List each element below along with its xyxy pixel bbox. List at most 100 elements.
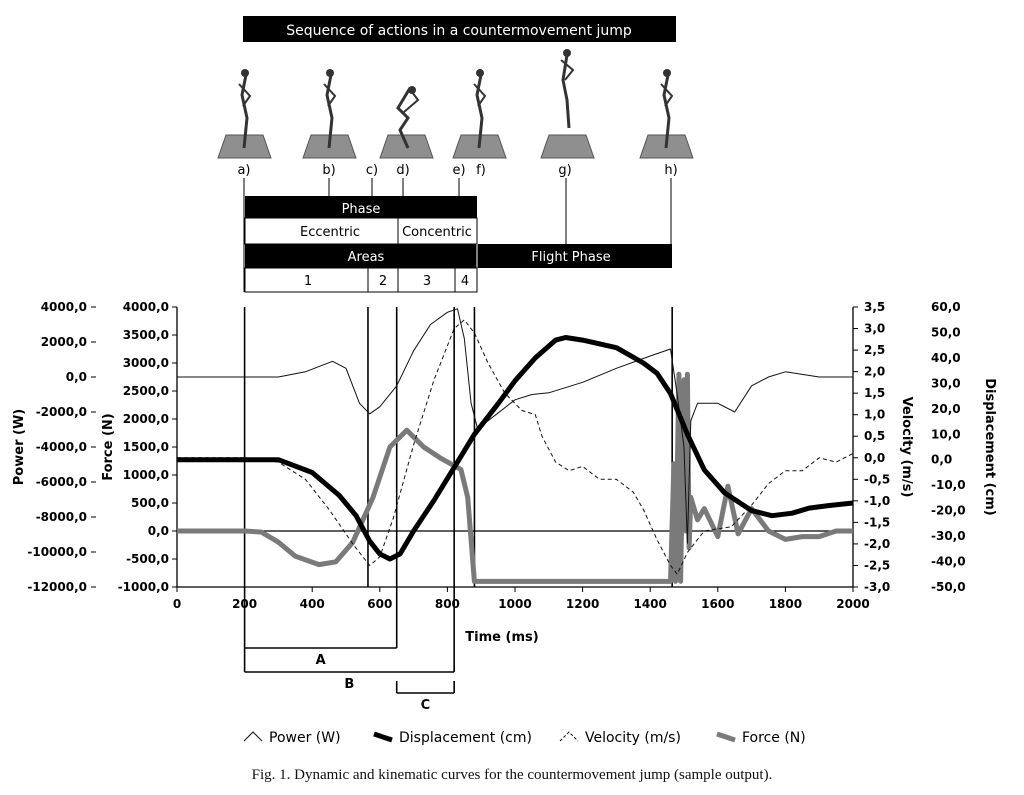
y-tick-label: 4000,0 — [41, 300, 87, 314]
y-axis-label: Force (N) — [101, 413, 116, 481]
stick-figure — [217, 69, 272, 159]
y-tick-label: 2,0 — [864, 365, 885, 379]
svg-text:C: C — [421, 698, 431, 713]
y-axis-label: Power (W) — [12, 409, 27, 485]
y-tick-label: 500,0 — [131, 496, 169, 510]
legend-label: Power (W) — [269, 730, 341, 746]
y-tick-label: 0,0 — [864, 451, 885, 465]
y-tick-label: 4000,0 — [123, 300, 169, 314]
y-tick-label: -8000,0 — [36, 510, 87, 524]
figure-label: h) — [664, 163, 677, 178]
x-tick-label: 2000 — [836, 597, 869, 611]
x-tick-label: 400 — [300, 597, 325, 611]
title-banner — [243, 16, 676, 42]
phase-concentric: Concentric — [402, 225, 472, 240]
figure-label: f) — [476, 163, 486, 178]
y-tick-label: -50,0 — [931, 580, 966, 594]
y-tick-label: -2000,0 — [36, 405, 87, 419]
y-tick-label: 0,0 — [148, 524, 169, 538]
x-tick-label: 1200 — [566, 597, 599, 611]
legend-label: Velocity (m/s) — [585, 730, 681, 746]
figure-label: d) — [396, 163, 409, 178]
y-tick-label: -0,5 — [864, 472, 890, 486]
chart-area: 0 200 400 600 800 1000 1200 1400 1600 1800 2000Tim… — [12, 300, 997, 746]
series-line-force — [177, 371, 853, 584]
x-tick-label: 800 — [435, 597, 460, 611]
legend: Power (W) Displacement (cm) Velocity (m/s)… — [243, 730, 806, 746]
series-line-velocity — [177, 319, 854, 575]
chart-title: Sequence of actions in a countermovement… — [286, 23, 632, 39]
x-tick-label: 1400 — [633, 597, 666, 611]
x-tick-label: 1800 — [769, 597, 802, 611]
y-tick-label: 2000,0 — [41, 335, 87, 349]
y-tick-label: 60,0 — [931, 300, 961, 314]
y-tick-label: -40,0 — [931, 555, 966, 569]
y-tick-label: 3500,0 — [123, 328, 169, 342]
y-tick-label: -6000,0 — [36, 475, 87, 489]
y-tick-label: 1500,0 — [123, 440, 169, 454]
y-tick-label: -12000,0 — [27, 580, 87, 594]
phase-title: Phase — [342, 202, 381, 217]
y-tick-label: -500,0 — [126, 552, 169, 566]
y-tick-label: 1,5 — [864, 386, 885, 400]
svg-text:B: B — [344, 677, 354, 692]
y-axis-label: Velocity (m/s) — [899, 397, 914, 498]
x-tick-label: 600 — [367, 597, 392, 611]
y-axis-label: Displacement (cm) — [982, 378, 997, 516]
phase-areas-table: Phase Eccentric Concentric Areas Flight … — [244, 196, 672, 293]
figure-label: a) — [237, 163, 250, 178]
y-tick-label: 50,0 — [931, 325, 961, 339]
y-tick-label: -20,0 — [931, 504, 966, 518]
y-tick-label: -2,0 — [864, 537, 890, 551]
y-tick-label: -2,5 — [864, 558, 890, 572]
stick-figure — [302, 69, 357, 159]
x-axis-label: Time (ms) — [465, 630, 538, 645]
y-tick-label: 30,0 — [931, 376, 961, 390]
x-tick-label: 1600 — [701, 597, 734, 611]
y-tick-label: 2000,0 — [123, 412, 169, 426]
legend-label: Displacement (cm) — [399, 730, 532, 746]
jump-sequence-figures: a) b) c) d) e) f) g) h) — [217, 49, 694, 292]
y-tick-label: -10,0 — [931, 478, 966, 492]
x-tick-label: 0 — [173, 597, 181, 611]
y-tick-label: 3,5 — [864, 300, 885, 314]
y-tick-label: -1000,0 — [118, 580, 169, 594]
y-tick-label: -30,0 — [931, 529, 966, 543]
area-2: 2 — [379, 274, 387, 289]
interval-c: C — [395, 681, 455, 713]
interval-b: B — [244, 587, 455, 692]
stick-figure — [452, 69, 507, 159]
y-tick-label: 3,0 — [864, 322, 885, 336]
legend-item: Force (N) — [716, 730, 806, 746]
y-tick-label: 0,5 — [864, 429, 885, 443]
y-tick-label: -10000,0 — [27, 545, 87, 559]
x-tick-label: 1000 — [498, 597, 531, 611]
interval-a: A — [244, 587, 398, 668]
flight-phase-label: Flight Phase — [531, 250, 610, 265]
y-tick-label: -1,0 — [864, 494, 890, 508]
svg-text:A: A — [316, 653, 326, 668]
y-tick-label: 0,0 — [931, 453, 952, 467]
figure-label: e) — [452, 163, 465, 178]
countermovement-jump-figure: Sequence of actions in a countermovement… — [12, 16, 997, 746]
areas-title: Areas — [348, 250, 385, 265]
y-tick-label: 10,0 — [931, 427, 961, 441]
y-tick-label: 1000,0 — [123, 468, 169, 482]
legend-item: Power (W) — [243, 730, 341, 746]
figure-label: b) — [322, 163, 335, 178]
stick-figure — [540, 49, 595, 159]
series-line-power — [177, 308, 853, 544]
y-tick-label: 40,0 — [931, 351, 961, 365]
area-4: 4 — [461, 274, 469, 289]
stick-figure — [639, 69, 694, 159]
legend-label: Force (N) — [742, 730, 806, 746]
stick-figure — [379, 86, 434, 159]
series-line-displacement — [177, 335, 854, 562]
area-1: 1 — [304, 274, 312, 289]
y-tick-label: 20,0 — [931, 402, 961, 416]
y-tick-label: 0,0 — [66, 370, 87, 384]
legend-item: Velocity (m/s) — [559, 730, 681, 746]
y-tick-label: -3,0 — [864, 580, 890, 594]
figure-label: c) — [366, 163, 378, 178]
legend-item: Displacement (cm) — [373, 730, 532, 746]
